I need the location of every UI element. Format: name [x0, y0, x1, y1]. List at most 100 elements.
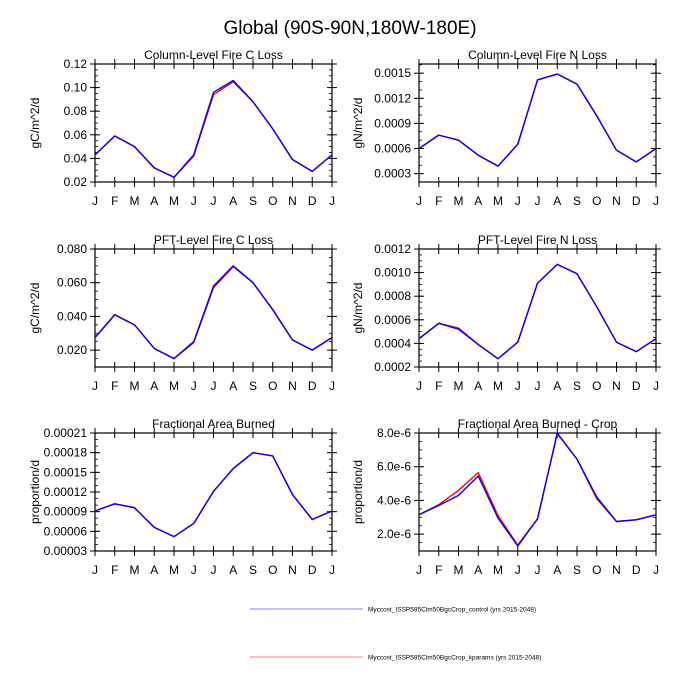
- x-tick-label: J: [653, 563, 659, 577]
- y-axis-label: gN/m^2/d: [351, 283, 365, 334]
- x-tick-label: F: [435, 379, 442, 393]
- x-tick-label: D: [308, 379, 317, 393]
- series-line-control: [418, 432, 657, 547]
- x-tick-label: J: [211, 379, 217, 393]
- series-line-control: [94, 451, 333, 538]
- legend-label-control: Myccost_ISSP585Clm50BgcCrop_control (yrs…: [368, 607, 536, 614]
- chart-title: Column-Level Fire C Loss: [144, 48, 283, 62]
- y-tick-label: 0.0015: [374, 66, 411, 80]
- x-tick-label: O: [592, 379, 601, 393]
- x-tick-label: M: [169, 379, 179, 393]
- x-tick-label: O: [268, 563, 277, 577]
- y-tick-label: 0.0003: [374, 167, 411, 181]
- plot-frame: [94, 63, 333, 183]
- x-tick-label: O: [268, 194, 277, 208]
- x-tick-label: J: [416, 379, 422, 393]
- x-tick-label: D: [632, 194, 641, 208]
- x-tick-label: F: [111, 379, 118, 393]
- x-tick-label: F: [435, 194, 442, 208]
- plot-frame: [94, 248, 333, 368]
- y-axis-label: gN/m^2/d: [351, 98, 365, 149]
- series-line-control: [94, 79, 333, 178]
- series-line-control: [94, 265, 333, 360]
- legend-label-kparams: Myccost_ISSP585Clm50BgcCrop_kparams (yrs…: [368, 655, 541, 662]
- x-tick-label: J: [329, 194, 335, 208]
- x-tick-label: J: [329, 379, 335, 393]
- series-line-kparams: [94, 80, 333, 178]
- x-tick-label: F: [111, 563, 118, 577]
- y-tick-label: 0.00009: [44, 505, 88, 519]
- x-tick-label: D: [632, 379, 641, 393]
- y-tick-label: 0.00012: [44, 485, 88, 499]
- plot-frame: [418, 432, 657, 552]
- y-tick-label: 0.10: [64, 81, 88, 95]
- x-tick-label: N: [288, 194, 297, 208]
- y-tick-label: 6.0e-6: [377, 460, 411, 474]
- y-tick-label: 0.0006: [374, 313, 411, 327]
- x-tick-label: F: [111, 194, 118, 208]
- x-tick-label: M: [493, 194, 503, 208]
- x-tick-label: S: [573, 194, 581, 208]
- x-tick-label: J: [416, 194, 422, 208]
- x-tick-label: J: [329, 563, 335, 577]
- x-tick-label: J: [515, 194, 521, 208]
- y-tick-label: 0.040: [57, 309, 87, 323]
- x-tick-label: J: [92, 379, 98, 393]
- x-tick-label: J: [416, 563, 422, 577]
- x-tick-label: M: [454, 563, 464, 577]
- x-tick-label: M: [130, 563, 140, 577]
- x-tick-label: M: [493, 379, 503, 393]
- x-tick-label: A: [229, 194, 237, 208]
- y-tick-label: 0.0012: [374, 91, 411, 105]
- x-tick-label: M: [130, 194, 140, 208]
- x-tick-label: A: [553, 379, 561, 393]
- x-tick-label: A: [229, 563, 237, 577]
- chart-title: Fractional Area Burned - Crop: [458, 417, 618, 431]
- y-tick-label: 0.08: [64, 104, 88, 118]
- x-tick-label: S: [249, 563, 257, 577]
- x-tick-label: J: [535, 563, 541, 577]
- x-tick-label: A: [474, 194, 482, 208]
- y-tick-label: 0.0010: [374, 266, 411, 280]
- y-tick-label: 8.0e-6: [377, 426, 411, 440]
- chart-title: PFT-Level Fire N Loss: [478, 233, 597, 247]
- y-tick-label: 0.080: [57, 242, 87, 256]
- x-tick-label: O: [268, 379, 277, 393]
- series-line-control: [418, 263, 657, 360]
- y-axis-label: proportion/d: [28, 460, 42, 524]
- x-tick-label: A: [150, 379, 158, 393]
- x-tick-label: A: [474, 563, 482, 577]
- y-tick-label: 2.0e-6: [377, 527, 411, 541]
- x-tick-label: D: [632, 563, 641, 577]
- y-tick-label: 0.02: [64, 175, 88, 189]
- x-tick-label: J: [191, 563, 197, 577]
- x-tick-label: M: [130, 379, 140, 393]
- y-tick-label: 0.020: [57, 343, 87, 357]
- plot-frame: [418, 63, 657, 183]
- y-tick-label: 0.0002: [374, 360, 411, 374]
- y-tick-label: 0.0008: [374, 289, 411, 303]
- x-tick-label: J: [653, 194, 659, 208]
- x-tick-label: D: [308, 563, 317, 577]
- y-tick-label: 0.00015: [44, 465, 88, 479]
- x-tick-label: J: [191, 379, 197, 393]
- x-tick-label: M: [169, 563, 179, 577]
- y-tick-label: 0.0006: [374, 142, 411, 156]
- x-tick-label: J: [515, 563, 521, 577]
- legend: Myccost_ISSP585Clm50BgcCrop_control (yrs…: [250, 607, 541, 662]
- chart-title: Fractional Area Burned: [152, 417, 275, 431]
- x-tick-label: A: [150, 194, 158, 208]
- x-tick-label: A: [553, 563, 561, 577]
- y-tick-label: 0.060: [57, 276, 87, 290]
- x-tick-label: J: [191, 194, 197, 208]
- chart-panel-1: 0.020.040.060.080.100.12J F M A M J J A S O N D JCol…: [28, 48, 337, 208]
- chart-panel-5: 0.00003 0.00006 0.00009 0.00012 0.00015 0.000…: [28, 417, 337, 577]
- series-line-control: [418, 73, 657, 167]
- plot-frame: [418, 248, 657, 368]
- plot-frame: [94, 432, 333, 552]
- x-tick-label: N: [288, 379, 297, 393]
- y-axis-label: gC/m^2/d: [28, 98, 42, 149]
